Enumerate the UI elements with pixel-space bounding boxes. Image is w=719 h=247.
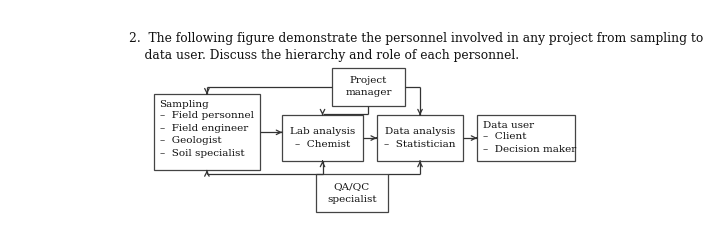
FancyBboxPatch shape — [477, 115, 574, 161]
FancyBboxPatch shape — [377, 115, 463, 161]
Text: Data user: Data user — [482, 121, 533, 130]
FancyBboxPatch shape — [316, 174, 388, 212]
Text: –  Client
–  Decision maker: – Client – Decision maker — [482, 132, 576, 154]
Text: 2.  The following figure demonstrate the personnel involved in any project from : 2. The following figure demonstrate the … — [129, 32, 703, 44]
Text: Project
manager: Project manager — [345, 76, 392, 98]
FancyBboxPatch shape — [282, 115, 363, 161]
Text: data user. Discuss the hierarchy and role of each personnel.: data user. Discuss the hierarchy and rol… — [129, 49, 519, 62]
Text: Sampling: Sampling — [160, 100, 209, 109]
Text: –  Field personnel
–  Field engineer
–  Geologist
–  Soil specialist: – Field personnel – Field engineer – Geo… — [160, 111, 254, 158]
Text: Data analysis
–  Statistician: Data analysis – Statistician — [384, 127, 456, 149]
FancyBboxPatch shape — [154, 94, 260, 170]
Text: Lab analysis
–  Chemist: Lab analysis – Chemist — [290, 127, 355, 149]
Text: QA/QC
specialist: QA/QC specialist — [327, 183, 377, 204]
FancyBboxPatch shape — [332, 68, 405, 106]
